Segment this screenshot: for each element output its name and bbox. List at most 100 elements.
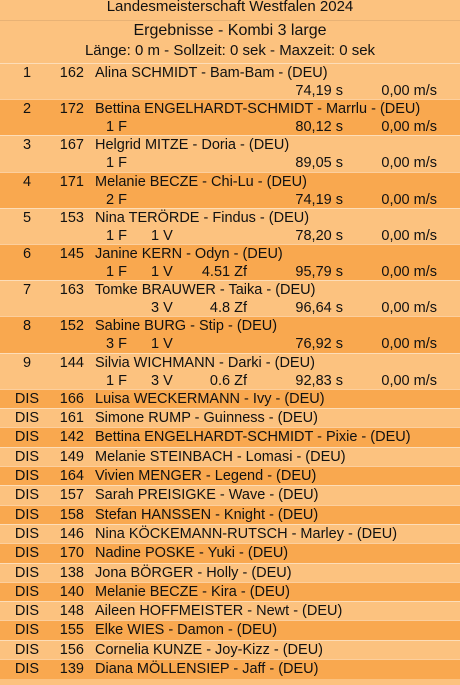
rank: DIS — [14, 429, 40, 446]
time: 74,19 s — [295, 83, 343, 99]
results-title: Ergebnisse - Kombi 3 large — [133, 22, 327, 39]
competitor: Cornelia KUNZE - Joy-Kizz - (DEU) — [95, 641, 323, 658]
start-number: 164 — [59, 468, 84, 484]
competitor: Alina SCHMIDT - Bam-Bam - (DEU) — [95, 65, 328, 81]
result-row — [0, 581, 460, 603]
result-row — [0, 504, 460, 525]
start-number: 155 — [59, 622, 84, 639]
result-row — [0, 466, 460, 487]
competitor: Vivien MENGER - Legend - (DEU) — [95, 468, 317, 484]
result-row — [0, 620, 460, 641]
result-row — [0, 280, 460, 318]
competitor: Luisa WECKERMANN - Ivy - (DEU) — [95, 390, 325, 407]
rank: 4 — [22, 173, 32, 190]
time: 92,83 s — [295, 372, 343, 389]
result-row — [0, 244, 460, 282]
time-faults: 4.8 Zf — [209, 300, 247, 317]
speed: 0,00 m/s — [381, 336, 437, 353]
start-number: 171 — [59, 173, 84, 190]
result-row — [0, 659, 460, 680]
rank: 8 — [22, 318, 32, 335]
result-row — [0, 427, 460, 448]
start-number: 145 — [59, 246, 84, 262]
rank: 1 — [22, 65, 32, 81]
start-number: 156 — [59, 641, 84, 658]
time: 96,64 s — [295, 300, 343, 317]
start-number: 166 — [59, 390, 84, 407]
speed: 0,00 m/s — [381, 119, 437, 136]
rank: DIS — [14, 468, 40, 484]
speed: 0,00 m/s — [381, 372, 437, 389]
competitor: Helgrid MITZE - Doria - (DEU) — [95, 137, 290, 154]
result-row — [0, 446, 460, 467]
start-number: 144 — [59, 354, 84, 371]
start-number: 162 — [59, 65, 84, 81]
competitor: Bettina ENGELHARDT-SCHMIDT - Marrlu - (D… — [95, 101, 421, 118]
rank: DIS — [14, 603, 40, 620]
rank: DIS — [14, 564, 40, 581]
faults: 1 F — [106, 372, 127, 389]
refusals: 1 V — [151, 227, 173, 244]
refusals: 1 V — [151, 336, 173, 353]
result-row — [0, 408, 460, 429]
result-row — [0, 485, 460, 506]
start-number: 153 — [59, 209, 84, 226]
result-row — [0, 316, 460, 354]
start-number: 167 — [59, 137, 84, 154]
time-faults: 0.6 Zf — [209, 372, 247, 389]
course-info: Länge: 0 m - Sollzeit: 0 sek - Maxzeit: … — [84, 42, 376, 59]
start-number: 149 — [59, 448, 84, 465]
competitor: Jona BÖRGER - Holly - (DEU) — [95, 564, 292, 581]
rank: DIS — [14, 448, 40, 465]
rank: 2 — [22, 101, 32, 118]
refusals: 3 V — [151, 372, 173, 389]
result-row — [0, 207, 460, 245]
rank: 7 — [22, 282, 32, 299]
start-number: 170 — [59, 545, 84, 562]
rank: DIS — [14, 583, 40, 600]
refusals: 3 V — [151, 300, 173, 317]
rank: DIS — [14, 410, 40, 427]
result-row — [0, 171, 460, 209]
result-row — [0, 543, 460, 564]
result-row — [0, 388, 460, 410]
rank: 9 — [22, 354, 32, 371]
time: 95,79 s — [295, 264, 343, 280]
speed: 0,00 m/s — [381, 83, 437, 99]
time: 76,92 s — [295, 336, 343, 353]
start-number: 138 — [59, 564, 84, 581]
faults: 1 F — [106, 155, 127, 172]
rank: 5 — [22, 209, 32, 226]
competitor: Simone RUMP - Guinness - (DEU) — [95, 410, 318, 427]
competitor: Bettina ENGELHARDT-SCHMIDT - Pixie - (DE… — [95, 429, 411, 446]
refusals: 1 V — [151, 264, 173, 280]
rank: DIS — [14, 487, 40, 504]
competitor: Sarah PREISIGKE - Wave - (DEU) — [95, 487, 319, 504]
time: 80,12 s — [295, 119, 343, 136]
speed: 0,00 m/s — [381, 264, 437, 280]
start-number: 172 — [59, 101, 84, 118]
competitor: Silvia WICHMANN - Darki - (DEU) — [95, 354, 315, 371]
competitor: Nina TERÖRDE - Findus - (DEU) — [95, 209, 310, 226]
start-number: 158 — [59, 506, 84, 523]
rank: DIS — [14, 506, 40, 523]
competitor: Elke WIES - Damon - (DEU) — [95, 622, 278, 639]
start-number: 163 — [59, 282, 84, 299]
time: 78,20 s — [295, 227, 343, 244]
start-number: 157 — [59, 487, 84, 504]
faults: 1 F — [106, 119, 127, 136]
result-row — [0, 601, 460, 622]
faults: 2 F — [106, 191, 127, 208]
result-row — [0, 562, 460, 583]
header-block — [0, 20, 460, 63]
faults: 3 F — [106, 336, 127, 353]
competitor: Aileen HOFFMEISTER - Newt - (DEU) — [95, 603, 343, 620]
result-row — [0, 63, 460, 101]
time: 89,05 s — [295, 155, 343, 172]
competitor: Diana MÖLLENSIEP - Jaff - (DEU) — [95, 661, 319, 677]
speed: 0,00 m/s — [381, 191, 437, 208]
competitor: Janine KERN - Odyn - (DEU) — [95, 246, 283, 262]
rank: DIS — [14, 661, 40, 677]
speed: 0,00 m/s — [381, 155, 437, 172]
